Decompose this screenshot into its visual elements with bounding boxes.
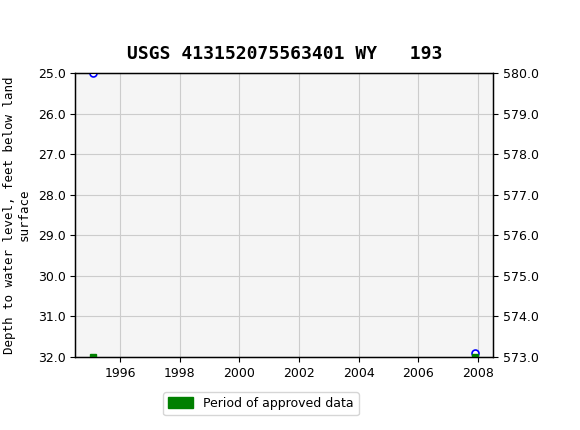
Text: █USGS: █USGS [6, 15, 64, 37]
Y-axis label: Depth to water level, feet below land
surface: Depth to water level, feet below land su… [3, 76, 31, 354]
Legend: Period of approved data: Period of approved data [163, 392, 359, 415]
Title: USGS 413152075563401 WY   193: USGS 413152075563401 WY 193 [126, 45, 442, 63]
